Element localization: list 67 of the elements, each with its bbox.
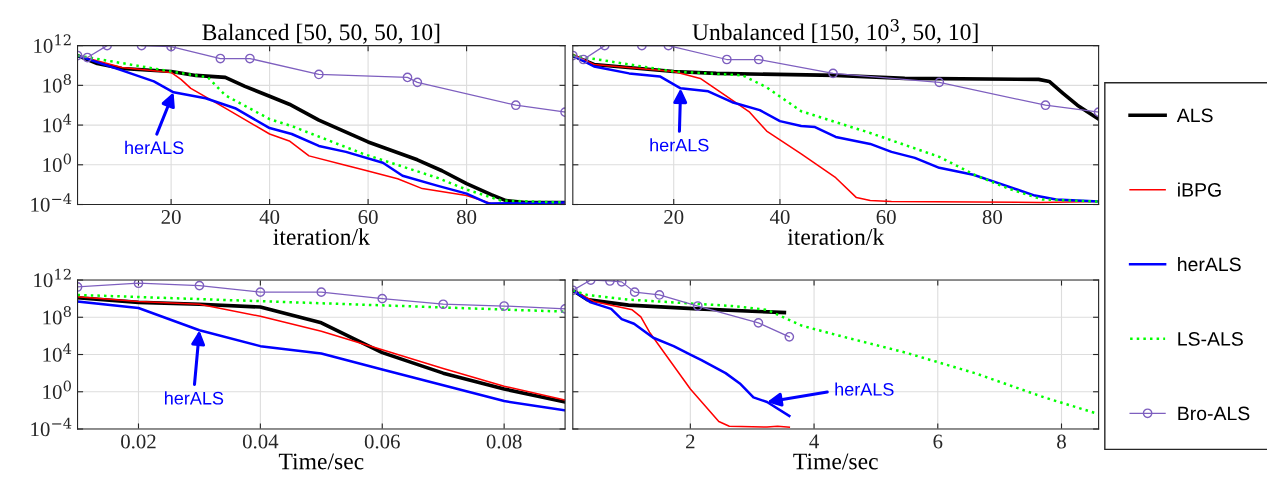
y-tick-label: 10$^{12}$	[34, 34, 71, 53]
point	[654, 290, 665, 300]
x-axis-title: iteration/k	[273, 228, 370, 245]
y-tick-label: 10$^{8}$	[43, 305, 71, 325]
x-tick-label: 2	[686, 434, 695, 449]
annotation: herALS	[835, 382, 894, 396]
point	[828, 68, 838, 79]
y-tick-label: 10$^{0}$	[43, 153, 71, 173]
point	[215, 53, 226, 64]
legend-label: Bro-ALS	[1178, 406, 1250, 421]
point	[82, 52, 93, 63]
chart-title: Unbalanced [150, 10$^{3}$, 50, 10]	[692, 19, 978, 44]
x-tick-label: 4	[809, 434, 819, 449]
x-tick-label: 8	[1057, 434, 1066, 449]
point	[412, 77, 423, 88]
point	[784, 331, 795, 342]
point	[753, 54, 764, 65]
y-tick-label: 10$^{−4}$	[31, 417, 72, 437]
x-tick-label: 40	[769, 209, 790, 225]
x-tick-label: 0.04	[242, 434, 279, 449]
point	[499, 301, 510, 311]
x-axis-title: iteration/k	[787, 228, 885, 245]
x-axis-title: Time/sec	[793, 453, 878, 470]
annotation: herALS	[165, 391, 224, 405]
x-tick-label: 60	[876, 209, 896, 225]
y-tick-label: 10$^{8}$	[43, 74, 71, 93]
point	[133, 280, 144, 289]
y-tick-label: 10$^{12}$	[34, 268, 71, 288]
point	[166, 45, 176, 52]
x-tick-label: 0.06	[364, 434, 400, 449]
point	[692, 301, 703, 311]
point	[578, 54, 589, 65]
point	[629, 287, 640, 297]
x-tick-label: 6	[933, 434, 943, 449]
y-tick-label: 10$^{4}$	[43, 343, 72, 362]
legend-label: LS-ALS	[1178, 332, 1243, 346]
x-tick-label: 80	[982, 209, 1003, 225]
annotation: herALS	[650, 138, 709, 152]
y-tick-label: 10$^{0}$	[43, 380, 71, 400]
point	[934, 77, 945, 88]
point	[316, 287, 327, 297]
point	[255, 287, 266, 297]
chart-title: Balanced [50, 50, 50, 10]	[202, 23, 440, 44]
point	[721, 54, 732, 65]
x-tick-label: 0.08	[486, 434, 522, 449]
point	[510, 100, 521, 111]
x-tick-label: 20	[664, 209, 684, 225]
x-tick-label: 40	[259, 209, 280, 225]
legend-label: ALS	[1176, 108, 1213, 123]
x-tick-label: 60	[358, 209, 378, 225]
point	[245, 53, 255, 64]
x-tick-label: 0.02	[121, 434, 156, 449]
x-axis-title: Time/sec	[278, 453, 364, 470]
point	[438, 299, 449, 310]
point	[753, 318, 764, 328]
y-tick-label: 10$^{−4}$	[31, 193, 72, 212]
point	[1040, 100, 1051, 111]
point	[313, 69, 324, 80]
legend-label: herALS	[1178, 257, 1241, 272]
x-tick-label: 20	[161, 209, 181, 225]
legend-label: iBPG	[1178, 182, 1221, 197]
y-tick-label: 10$^{4}$	[43, 113, 72, 133]
point	[402, 72, 413, 83]
x-tick-label: 80	[456, 209, 477, 225]
annotation: herALS	[125, 140, 184, 155]
point	[377, 293, 388, 304]
point	[194, 280, 205, 291]
